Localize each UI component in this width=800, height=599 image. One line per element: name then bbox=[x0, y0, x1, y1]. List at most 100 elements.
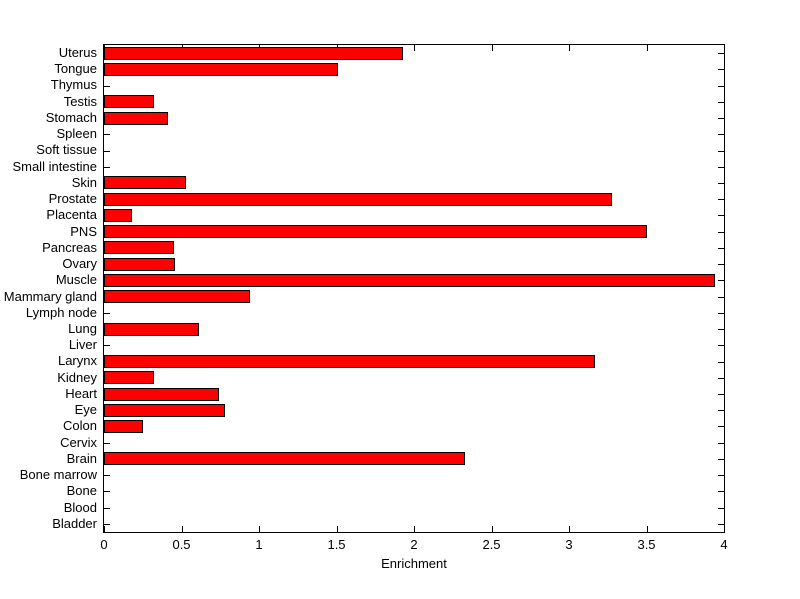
y-tick-label: Stomach bbox=[45, 109, 97, 125]
y-tick-mark-right bbox=[718, 313, 724, 314]
x-tick-mark-top bbox=[724, 45, 725, 51]
bar-stomach bbox=[104, 112, 168, 125]
y-tick-label: Liver bbox=[68, 337, 97, 353]
y-tick-label: Heart bbox=[65, 385, 97, 401]
bar-muscle bbox=[104, 274, 715, 287]
y-tick-label: Mammary gland bbox=[3, 288, 97, 304]
y-tick-label: Placenta bbox=[46, 207, 97, 223]
y-tick-label: Eye bbox=[74, 402, 97, 418]
x-tick-mark-bottom bbox=[414, 526, 415, 532]
x-tick-label: 0 bbox=[100, 537, 108, 552]
x-tick-mark-top bbox=[414, 45, 415, 51]
y-tick-label: Lung bbox=[68, 320, 97, 336]
y-tick-mark-right bbox=[718, 215, 724, 216]
x-tick-mark-bottom bbox=[492, 526, 493, 532]
y-tick-mark-right bbox=[718, 410, 724, 411]
y-tick-label: Blood bbox=[63, 499, 97, 515]
bar-lung bbox=[104, 323, 199, 336]
y-tick-label: Bone bbox=[66, 483, 97, 499]
x-tick-mark-top bbox=[647, 45, 648, 51]
bar-pns bbox=[104, 225, 647, 238]
y-tick-label: Lymph node bbox=[25, 304, 97, 320]
y-tick-mark-left bbox=[104, 475, 110, 476]
x-tick-mark-top bbox=[492, 45, 493, 51]
y-tick-label: Pancreas bbox=[42, 239, 97, 255]
bar-testis bbox=[104, 95, 154, 108]
bar-prostate bbox=[104, 193, 612, 206]
y-tick-mark-left bbox=[104, 134, 110, 135]
y-tick-mark-left bbox=[104, 151, 110, 152]
bar-colon bbox=[104, 420, 143, 433]
x-tick-label: 3 bbox=[565, 537, 573, 552]
y-tick-label: Bladder bbox=[52, 515, 97, 531]
y-tick-label: Larynx bbox=[57, 353, 97, 369]
bar-tongue bbox=[104, 63, 338, 76]
x-tick-label: 4 bbox=[720, 537, 728, 552]
y-tick-mark-right bbox=[718, 118, 724, 119]
y-tick-mark-left bbox=[104, 86, 110, 87]
y-tick-mark-right bbox=[718, 199, 724, 200]
x-tick-label: 2.5 bbox=[482, 537, 501, 552]
y-tick-mark-right bbox=[718, 345, 724, 346]
x-tick-label: 1.5 bbox=[327, 537, 346, 552]
y-tick-label: Colon bbox=[63, 418, 97, 434]
y-tick-label: Spleen bbox=[56, 126, 97, 142]
y-axis-labels: Uterus Tongue Thymus Testis Stomach Spleen Sof… bbox=[0, 45, 97, 532]
y-tick-mark-right bbox=[718, 183, 724, 184]
bar-heart bbox=[104, 388, 219, 401]
x-tick-label: 2 bbox=[410, 537, 418, 552]
y-tick-label: Small intestine bbox=[12, 158, 97, 174]
y-tick-mark-right bbox=[718, 426, 724, 427]
y-tick-mark-right bbox=[718, 69, 724, 70]
y-tick-label: Thymus bbox=[50, 77, 97, 93]
y-tick-mark-left bbox=[104, 508, 110, 509]
y-tick-label: Prostate bbox=[48, 191, 97, 207]
x-axis-title: Enrichment bbox=[381, 556, 447, 571]
bar-pancreas bbox=[104, 241, 174, 254]
y-tick-label: Uterus bbox=[58, 45, 97, 60]
y-tick-mark-left bbox=[104, 491, 110, 492]
y-tick-mark-left bbox=[104, 167, 110, 168]
y-tick-mark-right bbox=[718, 459, 724, 460]
x-tick-mark-top bbox=[569, 45, 570, 51]
x-tick-mark-bottom bbox=[647, 526, 648, 532]
bar-brain bbox=[104, 452, 465, 465]
y-tick-label: Ovary bbox=[62, 256, 97, 272]
x-tick-mark-bottom bbox=[337, 526, 338, 532]
x-tick-label: 0.5 bbox=[172, 537, 191, 552]
x-tick-label: 3.5 bbox=[637, 537, 656, 552]
y-tick-mark-right bbox=[718, 443, 724, 444]
bar-skin bbox=[104, 176, 186, 189]
y-tick-label: Brain bbox=[66, 450, 97, 466]
y-tick-mark-right bbox=[718, 280, 724, 281]
y-tick-mark-right bbox=[718, 362, 724, 363]
y-tick-label: Kidney bbox=[57, 369, 97, 385]
y-tick-mark-left bbox=[104, 313, 110, 314]
y-tick-mark-right bbox=[718, 151, 724, 152]
bar-eye bbox=[104, 404, 225, 417]
y-tick-label: Cervix bbox=[60, 434, 97, 450]
y-tick-mark-right bbox=[718, 134, 724, 135]
x-tick-mark-bottom bbox=[724, 526, 725, 532]
x-tick-mark-bottom bbox=[569, 526, 570, 532]
y-tick-label: Muscle bbox=[55, 272, 97, 288]
y-tick-mark-right bbox=[718, 329, 724, 330]
y-tick-label: PNS bbox=[70, 223, 97, 239]
y-tick-mark-left bbox=[104, 345, 110, 346]
y-tick-label: Skin bbox=[71, 174, 97, 190]
y-tick-mark-right bbox=[718, 264, 724, 265]
y-tick-mark-left bbox=[104, 524, 110, 525]
y-tick-label: Soft tissue bbox=[36, 142, 97, 158]
y-tick-mark-right bbox=[718, 491, 724, 492]
bar-kidney bbox=[104, 371, 154, 384]
y-tick-mark-right bbox=[718, 248, 724, 249]
y-tick-mark-right bbox=[718, 378, 724, 379]
bar-larynx bbox=[104, 355, 595, 368]
y-tick-mark-right bbox=[718, 394, 724, 395]
y-tick-mark-right bbox=[718, 53, 724, 54]
y-tick-mark-right bbox=[718, 86, 724, 87]
x-tick-label: 1 bbox=[255, 537, 263, 552]
y-tick-mark-right bbox=[718, 232, 724, 233]
y-tick-mark-right bbox=[718, 524, 724, 525]
